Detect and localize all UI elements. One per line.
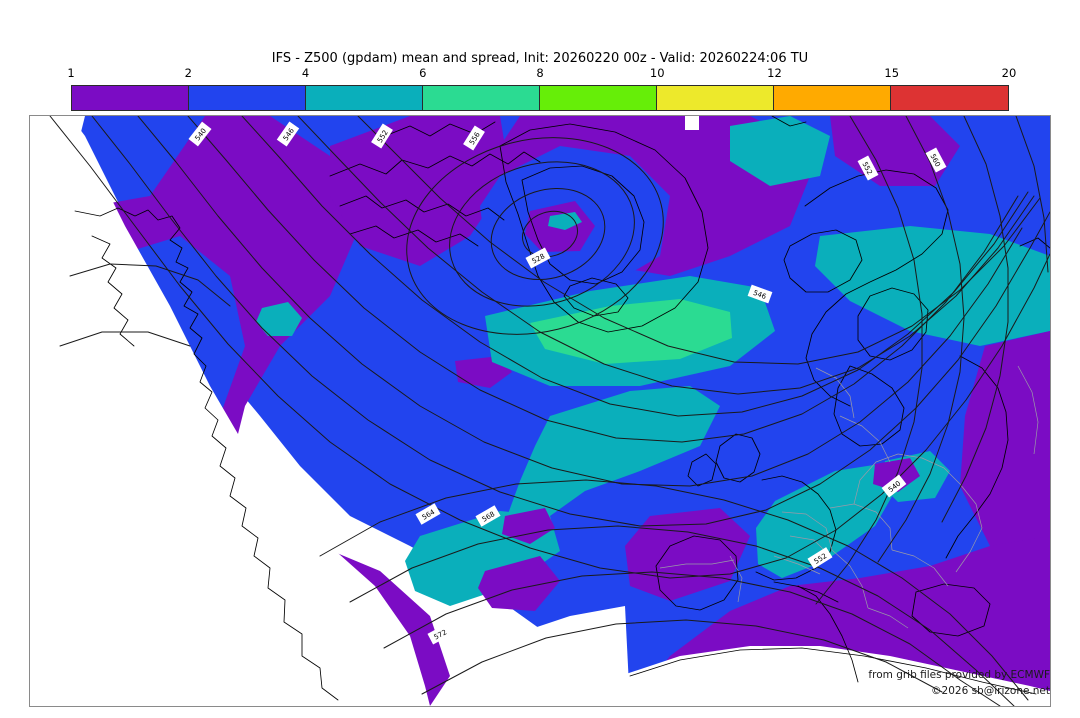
- colorbar-tick-15: 15: [884, 66, 900, 80]
- colorbar-tick-12: 12: [767, 66, 782, 80]
- colorbar-band-4-6: [306, 86, 423, 110]
- spread-fill-layer: [30, 116, 1050, 706]
- colorbar: 1 2 4 6 8 10 12 15 20: [67, 66, 1016, 111]
- colorbar-bands: [71, 85, 1009, 111]
- colorbar-band-15-20: [891, 86, 1008, 110]
- spread-band-1-2-sw2: [478, 556, 560, 611]
- colorbar-tick-labels: 1 2 4 6 8 10 12 15 20: [67, 66, 1016, 82]
- colorbar-tick-6: 6: [419, 66, 427, 80]
- spread-band-4-6-speck: [548, 212, 582, 230]
- colorbar-band-1-2: [72, 86, 189, 110]
- colorbar-tick-2: 2: [184, 66, 192, 80]
- spread-band-6-8-sgreenland: [530, 299, 732, 364]
- colorbar-band-8-10: [540, 86, 657, 110]
- colorbar-band-10-12: [657, 86, 774, 110]
- nodata-region-nw: [30, 116, 85, 176]
- spread-band-1-2-sw-speck: [502, 508, 555, 544]
- spread-band-4-6-barents2: [730, 116, 830, 186]
- contour-label-layer: 540 546 552 556: [188, 121, 947, 645]
- nodata-region-med: [615, 646, 1050, 706]
- colorbar-tick-4: 4: [301, 66, 310, 80]
- nodata-speck: [118, 315, 134, 327]
- nodata-speck2: [685, 116, 699, 130]
- page-title: IFS - Z500 (gpdam) mean and spread, Init…: [271, 51, 809, 66]
- contour-layer: [49, 116, 1050, 706]
- colorbar-tick-10: 10: [649, 66, 665, 80]
- spread-band-4-6-labrador: [256, 302, 302, 336]
- nodata-region-sw: [30, 116, 430, 706]
- map-canvas[interactable]: 540 546 552 556: [30, 116, 1050, 706]
- colorbar-tick-8: 8: [536, 66, 544, 80]
- map-frame[interactable]: 540 546 552 556: [29, 115, 1051, 707]
- colorbar-band-12-15: [774, 86, 891, 110]
- credit-copyright: ©2026 sb@irizone.net: [931, 685, 1050, 697]
- spread-band-1-2-fareast: [960, 331, 1050, 546]
- colorbar-band-6-8: [423, 86, 540, 110]
- spread-band-4-6-europe: [756, 464, 898, 578]
- colorbar-tick-1: 1: [67, 66, 75, 80]
- spread-band-4-6-central: [500, 386, 720, 546]
- spread-band-1-2-baffin: [330, 116, 510, 266]
- credit-source: from grib files provided by ECMWF: [868, 669, 1050, 681]
- colorbar-band-2-4: [189, 86, 306, 110]
- country-border-layer: [659, 365, 1039, 629]
- colorbar-tick-20: 20: [1001, 66, 1017, 80]
